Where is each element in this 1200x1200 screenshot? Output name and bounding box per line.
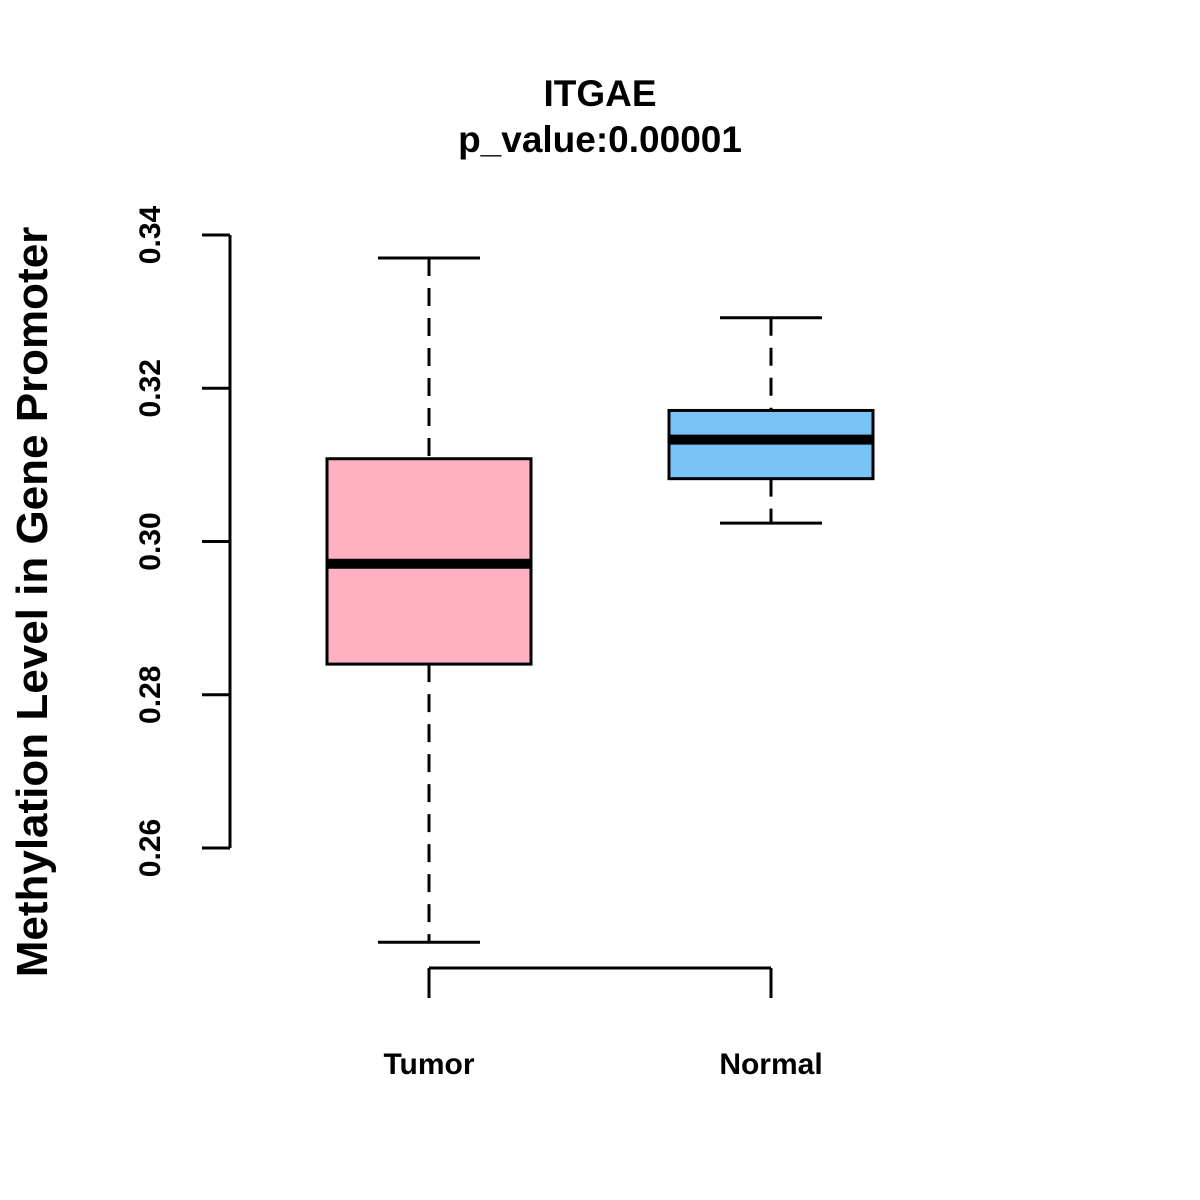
y-tick-label: 0.34 (134, 205, 167, 264)
y-axis-label: Methylation Level in Gene Promoter (8, 227, 57, 978)
y-tick-label: 0.28 (134, 666, 167, 724)
y-tick-label: 0.32 (134, 359, 167, 417)
y-tick-label: 0.26 (134, 819, 167, 877)
y-axis: 0.26 0.28 0.30 0.32 0.34 (134, 205, 232, 877)
chart-subtitle: p_value:0.00001 (458, 119, 742, 160)
chart-title: ITGAE (543, 73, 656, 114)
box-group-normal (667, 316, 875, 525)
x-tick-label: Tumor (383, 1048, 474, 1081)
x-tick-label: Normal (719, 1048, 822, 1081)
x-axis: Tumor Normal (383, 966, 823, 1081)
box-group-tumor (325, 256, 533, 944)
y-tick-label: 0.30 (134, 512, 167, 570)
boxes (325, 256, 875, 944)
